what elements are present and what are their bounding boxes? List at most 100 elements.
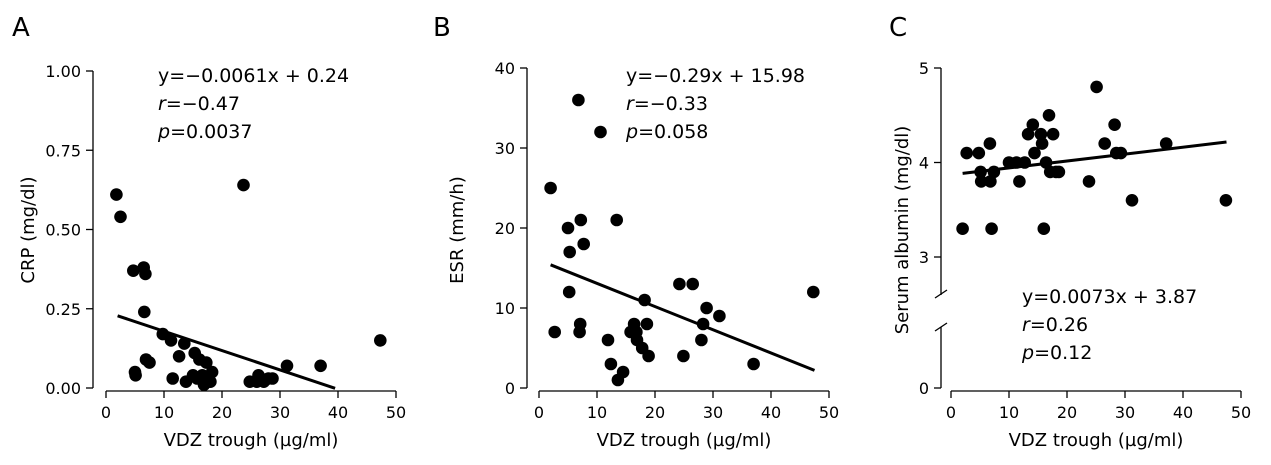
data-point bbox=[960, 146, 973, 160]
data-point bbox=[143, 356, 156, 369]
y-axis-break-mark bbox=[934, 322, 948, 332]
data-point bbox=[1159, 137, 1173, 150]
data-point bbox=[610, 213, 623, 227]
data-point bbox=[695, 333, 708, 347]
data-point bbox=[139, 267, 152, 281]
panel-a: A 0 10 20 30 40 50 0.00 0.25 0.50 0.75 1.00 VDZ trou… bbox=[12, 13, 406, 451]
x-tick-label: 40 bbox=[1173, 403, 1193, 422]
data-point bbox=[1035, 137, 1049, 150]
x-tick-label: 10 bbox=[999, 403, 1019, 422]
regression-equation: y=0.0073x + 3.87 bbox=[1022, 286, 1197, 308]
data-point bbox=[677, 349, 690, 363]
y-tick-label: 0.00 bbox=[45, 379, 81, 398]
y-tick-label: 0 bbox=[919, 379, 929, 398]
regression-equation: y=−0.29x + 15.98 bbox=[626, 65, 805, 87]
regression-line bbox=[962, 140, 1227, 175]
data-point bbox=[110, 188, 123, 201]
x-tick-label: 0 bbox=[534, 403, 544, 422]
x-tick-label: 50 bbox=[386, 403, 406, 422]
data-point bbox=[984, 175, 997, 188]
x-tick-label: 50 bbox=[1231, 403, 1251, 422]
data-point bbox=[562, 285, 576, 299]
data-point bbox=[374, 334, 387, 347]
data-point bbox=[1028, 146, 1041, 160]
data-point bbox=[204, 375, 217, 389]
y-axis-break-mark bbox=[934, 289, 948, 299]
data-point bbox=[544, 181, 557, 195]
x-tick-label: 40 bbox=[328, 403, 348, 422]
x-tick-label: 20 bbox=[212, 403, 232, 422]
panel-letter: B bbox=[433, 13, 451, 43]
regression-line bbox=[117, 314, 336, 390]
p-value: p=0.0037 bbox=[157, 121, 252, 143]
panel-c: C 0 10 20 30 40 50 0 3 4 5 VDZ trough (µg/ml) Serum … bbox=[889, 13, 1251, 451]
y-tick-label: 30 bbox=[495, 139, 515, 158]
x-axis-label: VDZ trough (µg/ml) bbox=[597, 430, 772, 451]
data-point bbox=[601, 333, 615, 347]
p-value: p=0.058 bbox=[625, 121, 708, 143]
x-tick-label: 10 bbox=[587, 403, 607, 422]
p-value: p=0.12 bbox=[1021, 342, 1092, 364]
data-point bbox=[616, 365, 630, 379]
y-tick-label: 10 bbox=[495, 299, 515, 318]
y-tick-label: 0.75 bbox=[45, 141, 81, 160]
y-tick-label: 0.25 bbox=[45, 300, 81, 319]
y-tick-label: 40 bbox=[495, 59, 515, 78]
data-point bbox=[686, 277, 699, 291]
correlation-r: r=−0.47 bbox=[158, 93, 240, 115]
data-point bbox=[237, 178, 250, 192]
data-point bbox=[166, 372, 179, 385]
data-point bbox=[700, 301, 713, 315]
data-point bbox=[807, 285, 820, 299]
data-point bbox=[205, 365, 219, 379]
y-tick-label: 3 bbox=[919, 248, 929, 267]
x-tick-label: 0 bbox=[946, 403, 956, 422]
data-point bbox=[200, 356, 213, 369]
data-point bbox=[974, 175, 988, 188]
data-point bbox=[114, 210, 127, 224]
data-point bbox=[1052, 165, 1066, 179]
data-point bbox=[1082, 175, 1096, 188]
data-point bbox=[563, 245, 576, 259]
data-point bbox=[577, 237, 590, 251]
x-tick-label: 20 bbox=[645, 403, 665, 422]
y-axis-label: ESR (mm/h) bbox=[447, 176, 468, 284]
regression-line bbox=[550, 263, 816, 372]
data-point bbox=[1037, 222, 1051, 235]
data-point bbox=[1098, 137, 1111, 150]
y-tick-label: 20 bbox=[495, 219, 515, 238]
data-point bbox=[1042, 109, 1056, 122]
panel-b: B 0 10 20 30 40 50 0 10 20 30 40 VDZ trough (µg/ml) E… bbox=[433, 13, 839, 451]
data-point bbox=[127, 264, 140, 278]
data-point bbox=[572, 93, 585, 107]
data-point bbox=[640, 317, 654, 331]
data-point bbox=[574, 213, 588, 227]
correlation-r: r=0.26 bbox=[1022, 314, 1088, 336]
data-point bbox=[1046, 127, 1060, 141]
y-tick-label: 5 bbox=[919, 59, 929, 78]
regression-equation: y=−0.0061x + 0.24 bbox=[158, 65, 349, 87]
x-tick-label: 50 bbox=[819, 403, 839, 422]
x-tick-label: 40 bbox=[761, 403, 781, 422]
y-tick-label: 0.50 bbox=[45, 221, 81, 240]
data-point bbox=[1013, 175, 1026, 188]
data-point bbox=[164, 334, 178, 347]
correlation-r: r=−0.33 bbox=[626, 93, 708, 115]
x-tick-label: 20 bbox=[1057, 403, 1077, 422]
x-tick-label: 0 bbox=[101, 403, 111, 422]
data-point bbox=[266, 372, 279, 385]
data-point bbox=[1125, 194, 1139, 207]
data-point bbox=[172, 350, 186, 363]
x-tick-label: 10 bbox=[154, 403, 174, 422]
data-point bbox=[642, 349, 655, 363]
data-point bbox=[1219, 194, 1233, 207]
data-point bbox=[983, 137, 997, 150]
x-tick-label: 30 bbox=[270, 403, 290, 422]
y-tick-label: 1.00 bbox=[45, 62, 81, 81]
data-point bbox=[129, 369, 142, 382]
x-tick-label: 30 bbox=[703, 403, 723, 422]
data-point bbox=[985, 222, 998, 235]
data-point bbox=[594, 125, 607, 139]
data-point bbox=[1108, 118, 1121, 131]
